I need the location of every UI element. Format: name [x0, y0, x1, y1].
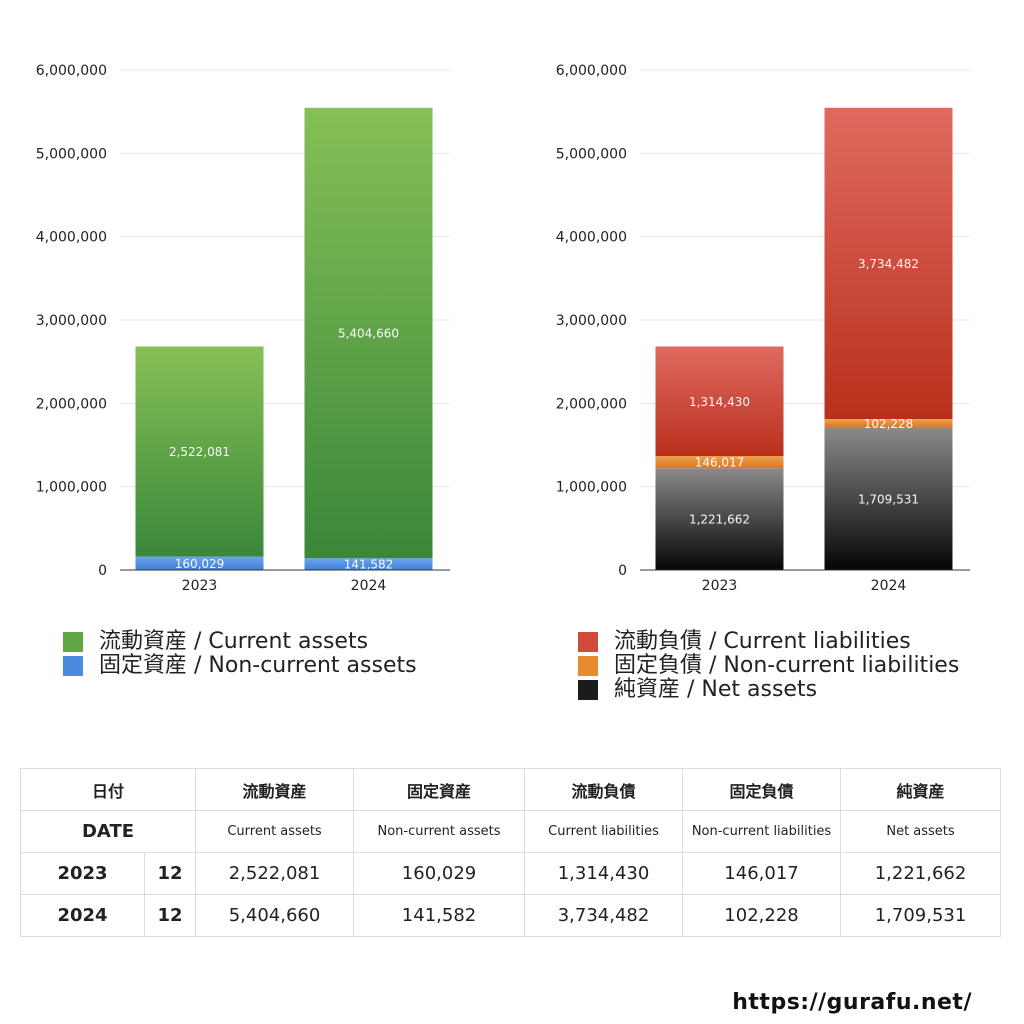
legend-item-current-liabilities: 流動負債 / Current liabilities	[578, 630, 959, 654]
x-tick-label: 2024	[351, 578, 387, 594]
bar-segment	[655, 468, 784, 570]
header-date-jp: 日付	[19, 768, 197, 811]
legend-swatch	[578, 656, 598, 676]
legend-label: 純資産 / Net assets	[614, 677, 818, 702]
header-non-current-assets-en: Non-current assets	[353, 810, 526, 853]
row-month: 12	[143, 852, 197, 895]
data-label: 160,029	[175, 557, 225, 571]
header-current-liabilities-en: Current liabilities	[524, 810, 684, 853]
legend-item-current-assets: 流動資産 / Current assets	[63, 630, 417, 654]
legend-item-non-current-liabilities: 固定負債 / Non-current liabilities	[578, 654, 959, 678]
data-label: 5,404,660	[338, 327, 399, 341]
y-tick-label: 6,000,000	[36, 63, 107, 79]
data-table: 日付 流動資産 固定資産 流動負債 固定負債 純資産 DATE Current …	[19, 768, 1002, 937]
cell-current-assets: 5,404,660	[195, 894, 355, 937]
row-year: 2023	[20, 852, 145, 895]
data-label: 146,017	[695, 456, 745, 470]
header-current-assets-en: Current assets	[195, 810, 355, 853]
data-label: 1,314,430	[689, 395, 750, 409]
data-label: 1,709,531	[858, 492, 919, 506]
bar-segment	[135, 346, 264, 557]
header-net-assets-en: Net assets	[840, 810, 1002, 853]
legend-label: 固定負債 / Non-current liabilities	[614, 653, 960, 678]
bar-segment	[655, 456, 784, 469]
x-tick-label: 2024	[871, 578, 907, 594]
y-tick-label: 1,000,000	[36, 480, 107, 496]
legend-swatch	[578, 680, 598, 700]
legend-label: 流動資産 / Current assets	[99, 629, 369, 654]
table-header-jp: 日付 流動資産 固定資産 流動負債 固定負債 純資産	[19, 768, 1002, 811]
y-tick-label: 3,000,000	[556, 313, 627, 329]
y-tick-label: 5,000,000	[556, 146, 627, 162]
legend-swatch	[578, 632, 598, 652]
x-tick-label: 2023	[182, 578, 218, 594]
header-non-current-liabilities-en: Non-current liabilities	[682, 810, 842, 853]
cell-non-current-liabilities: 146,017	[682, 852, 842, 895]
row-month: 12	[143, 894, 197, 937]
cell-net-assets: 1,709,531	[840, 894, 1002, 937]
cell-current-liabilities: 1,314,430	[524, 852, 684, 895]
header-non-current-assets-jp: 固定資産	[353, 768, 526, 811]
y-tick-label: 0	[618, 563, 627, 579]
header-date-en: DATE	[19, 810, 197, 853]
bar-segment	[824, 419, 953, 428]
x-tick-label: 2023	[702, 578, 738, 594]
table-header-en: DATE Current assets Non-current assets C…	[19, 810, 1002, 853]
data-label: 1,221,662	[689, 513, 750, 527]
data-label: 3,734,482	[858, 257, 919, 271]
row-year: 2024	[20, 894, 145, 937]
assets-chart: 0 1,000,000 2,000,000 3,000,000 4,000,000 5,0…	[36, 63, 450, 594]
header-non-current-liabilities-jp: 固定負債	[682, 768, 842, 811]
header-current-assets-jp: 流動資産	[195, 768, 355, 811]
table-row: 2024 12 5,404,660 141,582 3,734,482 102,…	[20, 894, 1002, 937]
cell-non-current-assets: 141,582	[353, 894, 526, 937]
y-tick-label: 2,000,000	[36, 396, 107, 412]
legend-item-non-current-assets: 固定資産 / Non-current assets	[63, 654, 417, 678]
liabilities-legend: 流動負債 / Current liabilities 固定負債 / Non-cu…	[578, 630, 959, 702]
data-label: 141,582	[344, 558, 394, 572]
bar-segment	[304, 558, 433, 570]
bar-segment	[304, 107, 433, 559]
bar-segment	[135, 556, 264, 570]
cell-net-assets: 1,221,662	[840, 852, 1002, 895]
cell-current-assets: 2,522,081	[195, 852, 355, 895]
y-tick-label: 1,000,000	[556, 480, 627, 496]
y-tick-label: 4,000,000	[556, 230, 627, 246]
legend-label: 流動負債 / Current liabilities	[614, 629, 911, 654]
y-tick-label: 2,000,000	[556, 396, 627, 412]
liabilities-chart: 0 1,000,000 2,000,000 3,000,000 4,000,000 5,0…	[556, 63, 970, 594]
header-net-assets-jp: 純資産	[840, 768, 1002, 811]
y-tick-label: 5,000,000	[36, 146, 107, 162]
bar-segment	[824, 427, 953, 570]
y-tick-label: 4,000,000	[36, 230, 107, 246]
bar-segment	[655, 346, 784, 457]
y-tick-label: 0	[98, 563, 107, 579]
y-tick-label: 6,000,000	[556, 63, 627, 79]
cell-current-liabilities: 3,734,482	[524, 894, 684, 937]
data-label: 102,228	[864, 417, 914, 431]
cell-non-current-assets: 160,029	[353, 852, 526, 895]
assets-legend: 流動資産 / Current assets 固定資産 / Non-current…	[63, 630, 417, 678]
legend-swatch	[63, 656, 83, 676]
table-row: 2023 12 2,522,081 160,029 1,314,430 146,…	[20, 852, 1002, 895]
legend-item-net-assets: 純資産 / Net assets	[578, 678, 959, 702]
legend-label: 固定資産 / Non-current assets	[99, 653, 417, 678]
data-label: 2,522,081	[169, 445, 230, 459]
bar-segment	[824, 107, 953, 420]
header-current-liabilities-jp: 流動負債	[524, 768, 684, 811]
y-tick-label: 3,000,000	[36, 313, 107, 329]
cell-non-current-liabilities: 102,228	[682, 894, 842, 937]
site-url[interactable]: https://gurafu.net/	[732, 990, 972, 1015]
legend-swatch	[63, 632, 83, 652]
